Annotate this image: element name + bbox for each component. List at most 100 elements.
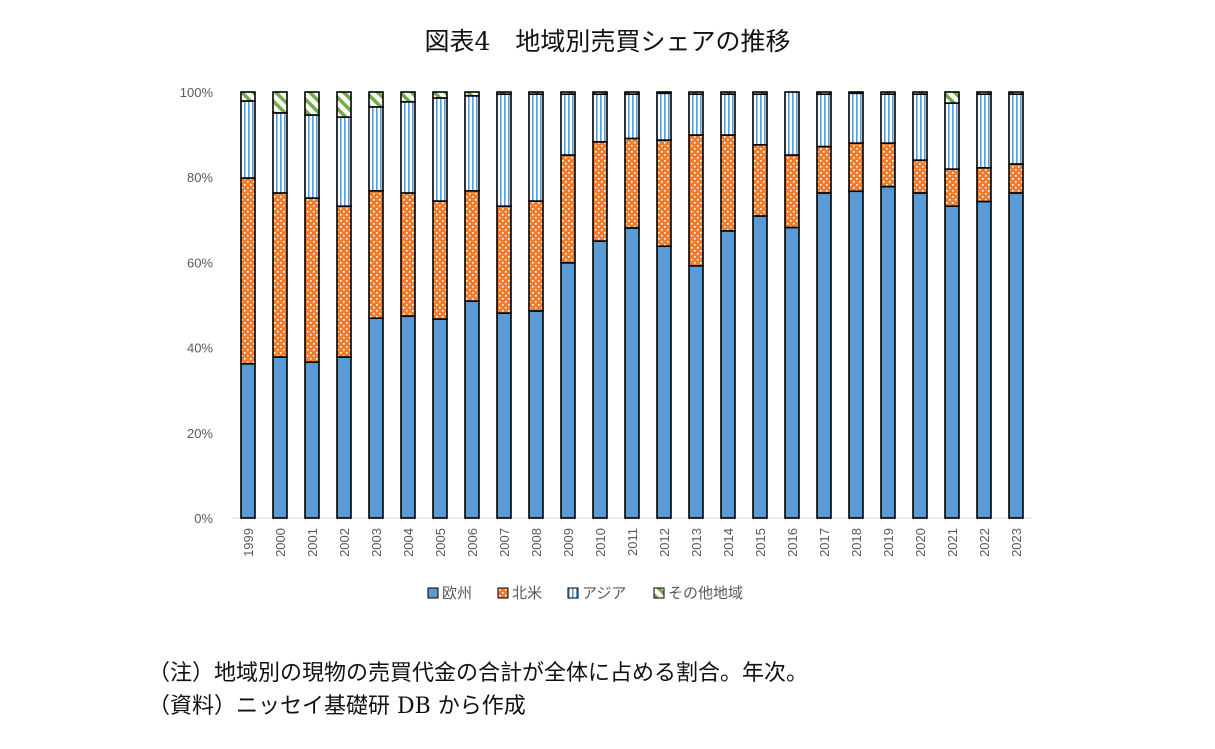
bar-segment	[400, 91, 416, 103]
bar-segment	[528, 91, 544, 95]
bar-segment	[496, 312, 512, 519]
legend-swatch	[497, 587, 509, 599]
x-tick-label: 2007	[497, 528, 512, 557]
bar-segment	[880, 142, 896, 188]
bar-segment	[592, 91, 608, 95]
x-tick-label: 2023	[1009, 528, 1024, 557]
bar-segment	[752, 91, 768, 95]
bar-segment	[752, 144, 768, 217]
bar-segment	[944, 91, 960, 104]
bar-segment	[496, 91, 512, 95]
bar-segment	[272, 112, 288, 194]
y-tick-label: 60%	[187, 255, 213, 270]
bar-segment	[464, 190, 480, 302]
bar-segment	[816, 145, 832, 194]
bar-segment	[368, 190, 384, 320]
x-tick-label: 2006	[465, 528, 480, 557]
bar-segment	[912, 192, 928, 519]
bar-segment	[368, 106, 384, 192]
bar-segment	[816, 93, 832, 148]
bar-segment	[400, 100, 416, 194]
bar-segment	[336, 205, 352, 358]
y-tick-label: 100%	[180, 85, 214, 100]
bar-segment	[944, 102, 960, 170]
bar-segment	[688, 91, 704, 95]
bar-segment	[912, 91, 928, 95]
footnote: （注）地域別の現物の売買代金の合計が全体に占める割合。年次。	[148, 661, 809, 686]
bar-segment	[496, 205, 512, 314]
bar-segment	[880, 93, 896, 144]
bar-segment	[272, 356, 288, 519]
y-tick-label: 80%	[187, 170, 213, 185]
bar-segment	[976, 200, 992, 519]
bar-segment	[592, 240, 608, 519]
bar-segment	[656, 139, 672, 248]
bar-segment	[784, 91, 800, 156]
bar-segment	[976, 167, 992, 203]
bar-segment	[304, 114, 320, 199]
bar-segment	[304, 197, 320, 363]
bar-segment	[304, 91, 320, 116]
legend: 欧州 北米 アジア その他地域	[427, 584, 743, 602]
bar-segment	[624, 91, 640, 95]
x-tick-label: 2015	[753, 528, 768, 557]
bar-segment	[528, 310, 544, 519]
stacked-bar-chart: 0% 20% 40% 60% 80% 100% 1999 2000 2001 2002 2003 2…	[180, 85, 1032, 602]
bar-segment	[592, 141, 608, 242]
bar-segment	[656, 91, 672, 95]
bar-segment	[464, 300, 480, 519]
bar-segment	[880, 185, 896, 519]
bar-segment	[336, 91, 352, 118]
bar-segment	[336, 356, 352, 519]
x-tick-label: 2012	[657, 528, 672, 557]
bars	[240, 91, 1024, 519]
bar-segment	[496, 93, 512, 207]
x-tick-label: 2000	[273, 528, 288, 557]
bar-segment	[752, 215, 768, 519]
x-tick-label: 2010	[593, 528, 608, 557]
bar-segment	[624, 137, 640, 229]
bar-segment	[816, 91, 832, 95]
bar-segment	[432, 318, 448, 519]
bar-segment	[688, 134, 704, 267]
bar-segment	[912, 159, 928, 194]
bar-segment	[1008, 93, 1024, 165]
bar-segment	[720, 93, 736, 136]
bar-segment	[240, 100, 256, 179]
bar-segment	[1008, 163, 1024, 194]
x-tick-label: 2001	[305, 528, 320, 557]
bar-segment	[432, 97, 448, 202]
bar-segment	[272, 192, 288, 358]
legend-label: アジア	[582, 584, 626, 602]
y-tick-label: 0%	[194, 511, 213, 526]
bar-segment	[912, 93, 928, 161]
x-tick-label: 2011	[625, 528, 640, 556]
x-tick-label: 2022	[977, 528, 992, 557]
bar-segment	[528, 200, 544, 312]
legend-label: 北米	[512, 584, 542, 602]
bar-segment	[560, 154, 576, 264]
bar-segment	[720, 230, 736, 519]
x-tick-label: 2008	[529, 528, 544, 557]
bar-segment	[400, 315, 416, 519]
bar-segment	[944, 205, 960, 519]
x-tick-label: 2016	[785, 528, 800, 557]
bar-segment	[848, 190, 864, 519]
bar-segment	[944, 168, 960, 207]
x-tick-label: 2019	[881, 528, 896, 557]
bar-segment	[656, 92, 672, 141]
legend-label: その他地域	[668, 584, 743, 602]
x-axis: 1999 2000 2001 2002 2003 2004 2005 2006 2007 2008…	[241, 528, 1024, 557]
bar-segment	[464, 91, 480, 97]
x-tick-label: 2020	[913, 528, 928, 557]
bar-segment	[688, 265, 704, 519]
bar-segment	[1008, 192, 1024, 519]
legend-swatch	[653, 587, 665, 599]
x-tick-label: 2017	[817, 528, 832, 557]
legend-swatch	[427, 587, 439, 599]
bar-segment	[784, 154, 800, 229]
x-tick-label: 2005	[433, 528, 448, 557]
bar-segment	[816, 192, 832, 519]
x-tick-label: 2013	[689, 528, 704, 557]
bar-segment	[624, 93, 640, 140]
